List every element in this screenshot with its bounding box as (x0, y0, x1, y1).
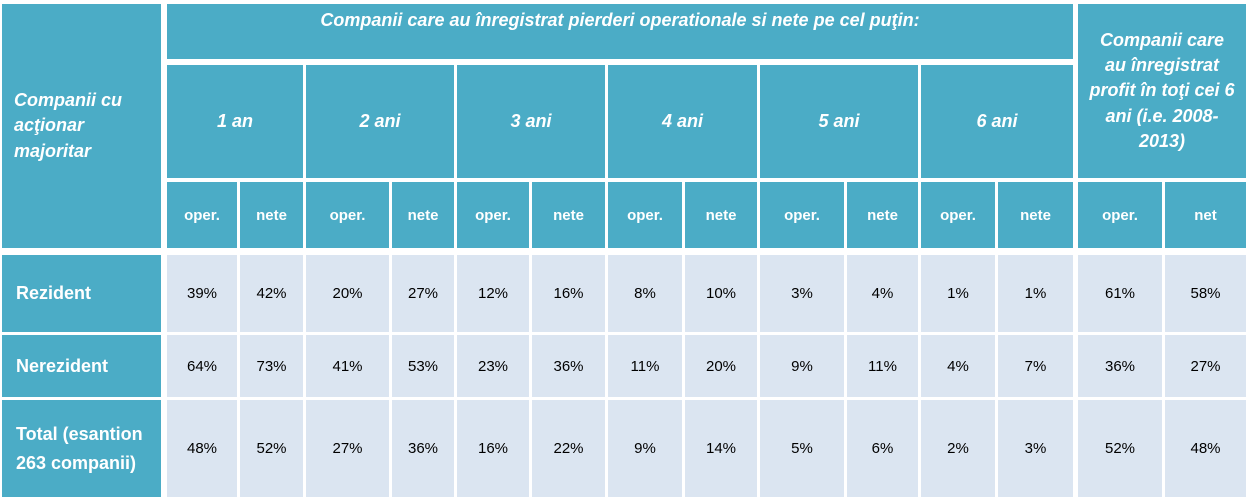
sub-header-3: oper. (306, 182, 389, 248)
value-cell: 27% (392, 255, 454, 332)
value-cell: 7% (998, 335, 1073, 397)
value-cell: 9% (760, 335, 844, 397)
value-cell: 5% (760, 400, 844, 497)
row-label-nerezident: Nerezident (2, 335, 161, 397)
row-header: Companii cu acţionar majoritar (2, 4, 161, 248)
value-cell: 20% (306, 255, 389, 332)
profit-group-text: Companii care au înregistrat profit în t… (1089, 30, 1235, 151)
year-header-3: 3 ani (457, 65, 605, 178)
value-cell: 39% (167, 255, 237, 332)
value-cell: 1% (998, 255, 1073, 332)
value-cell: 36% (392, 400, 454, 497)
sub-header-10: nete (847, 182, 918, 248)
value-cell: 14% (685, 400, 757, 497)
value-cell: 1% (921, 255, 995, 332)
value-cell: 64% (167, 335, 237, 397)
sub-header-9: oper. (760, 182, 844, 248)
value-cell: 52% (1078, 400, 1162, 497)
value-cell: 11% (608, 335, 682, 397)
sub-header-6: nete (532, 182, 605, 248)
value-cell: 16% (532, 255, 605, 332)
year-header-4: 4 ani (608, 65, 757, 178)
row-label-rezident: Rezident (2, 255, 161, 332)
value-cell: 42% (240, 255, 303, 332)
value-cell: 8% (608, 255, 682, 332)
value-cell: 53% (392, 335, 454, 397)
value-cell: 10% (685, 255, 757, 332)
sub-header-12: nete (998, 182, 1073, 248)
sub-header-4: nete (392, 182, 454, 248)
value-cell: 52% (240, 400, 303, 497)
losses-group-text: Companii care au înregistrat pierderi op… (320, 10, 920, 30)
value-cell: 9% (608, 400, 682, 497)
sub-header-7: oper. (608, 182, 682, 248)
year-header-1: 1 an (167, 65, 303, 178)
value-cell: 6% (847, 400, 918, 497)
value-cell: 12% (457, 255, 529, 332)
row-header-text: Companii cu acţionar majoritar (14, 90, 123, 161)
year-header-6: 6 ani (921, 65, 1073, 178)
value-cell: 36% (1078, 335, 1162, 397)
sub-header-2: nete (240, 182, 303, 248)
value-cell: 27% (306, 400, 389, 497)
value-cell: 36% (532, 335, 605, 397)
value-cell: 4% (921, 335, 995, 397)
row-label-total: Total (esantion 263 companii) (2, 400, 161, 497)
value-cell: 48% (167, 400, 237, 497)
value-cell: 4% (847, 255, 918, 332)
value-cell: 3% (998, 400, 1073, 497)
sub-header-11: oper. (921, 182, 995, 248)
year-header-2: 2 ani (306, 65, 454, 178)
value-cell: 2% (921, 400, 995, 497)
sub-header-1: oper. (167, 182, 237, 248)
year-header-5: 5 ani (760, 65, 918, 178)
value-cell: 23% (457, 335, 529, 397)
value-cell: 16% (457, 400, 529, 497)
value-cell: 22% (532, 400, 605, 497)
sub-header-8: nete (685, 182, 757, 248)
sub-header-14: net (1165, 182, 1246, 248)
value-cell: 3% (760, 255, 844, 332)
losses-group-header: Companii care au înregistrat pierderi op… (167, 4, 1073, 59)
value-cell: 11% (847, 335, 918, 397)
sub-header-13: oper. (1078, 182, 1162, 248)
sub-header-5: oper. (457, 182, 529, 248)
value-cell: 48% (1165, 400, 1246, 497)
value-cell: 20% (685, 335, 757, 397)
value-cell: 27% (1165, 335, 1246, 397)
value-cell: 61% (1078, 255, 1162, 332)
value-cell: 73% (240, 335, 303, 397)
value-cell: 41% (306, 335, 389, 397)
profit-group-header: Companii care au înregistrat profit în t… (1078, 4, 1246, 178)
value-cell: 58% (1165, 255, 1246, 332)
